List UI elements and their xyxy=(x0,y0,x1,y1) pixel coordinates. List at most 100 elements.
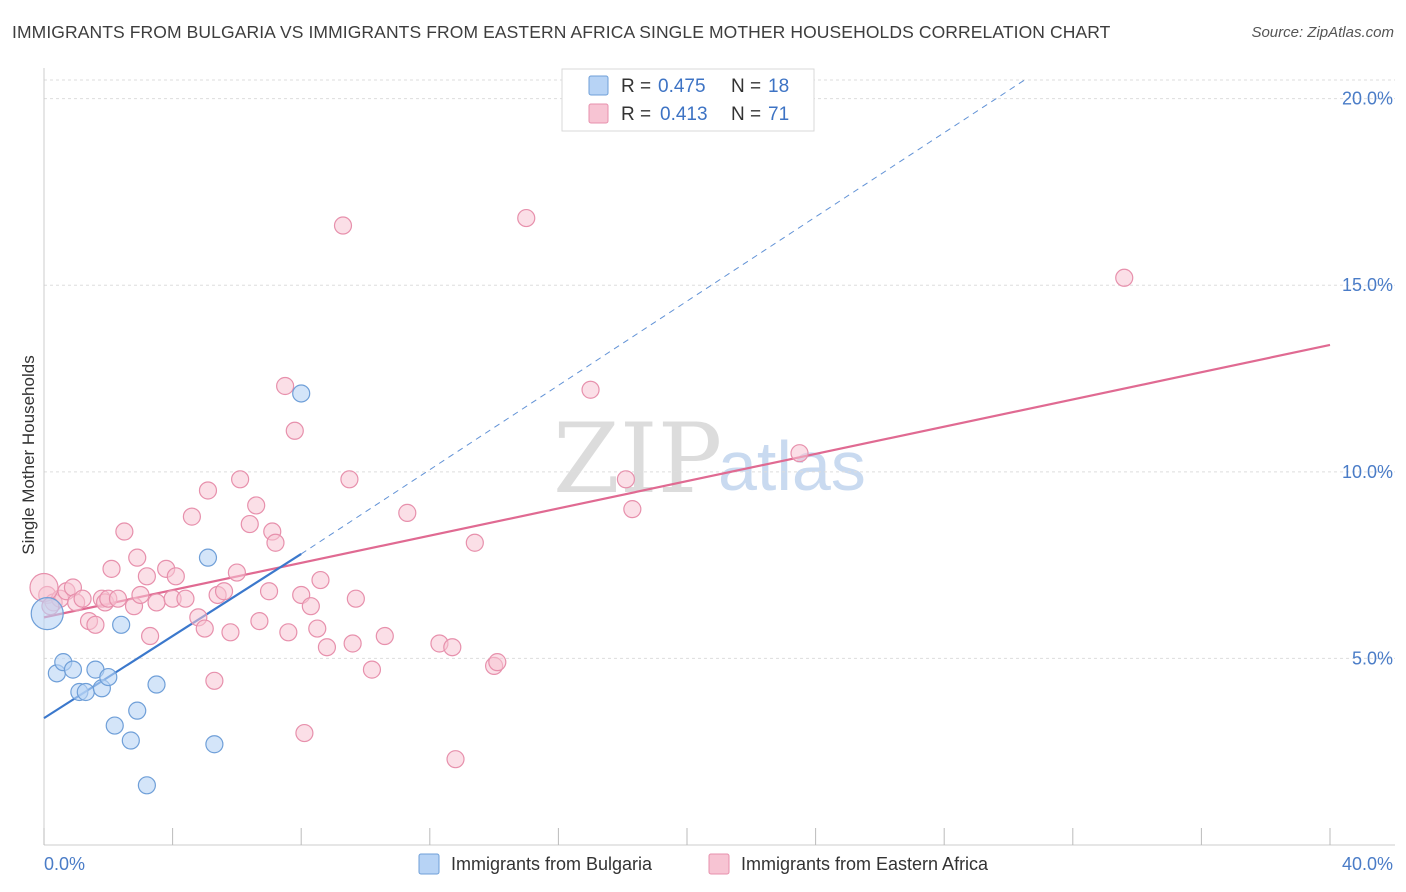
bottom-legend-swatch-bulgaria xyxy=(418,853,440,875)
data-point-eastern-africa xyxy=(115,522,134,541)
trend-line-bulgaria-extrapolated xyxy=(300,79,1025,555)
legend-n-value: 18 xyxy=(768,76,789,97)
data-point-eastern-africa xyxy=(195,619,214,638)
data-point-eastern-africa xyxy=(443,638,462,657)
data-point-eastern-africa xyxy=(295,723,314,743)
y-tick-label: 5.0% xyxy=(1352,648,1393,668)
legend: R = 0.475 N = 18 R = 0.413 N = 71 xyxy=(561,68,815,132)
data-point-eastern-africa xyxy=(790,444,809,463)
data-point-bulgaria xyxy=(147,675,166,694)
data-point-bulgaria xyxy=(128,701,147,720)
data-point-eastern-africa xyxy=(147,593,166,612)
y-tick-label: 10.0% xyxy=(1342,462,1393,482)
watermark: ZIP atlas xyxy=(553,403,866,515)
data-point-bulgaria xyxy=(198,548,218,567)
data-point-eastern-africa xyxy=(259,582,279,601)
data-point-eastern-africa xyxy=(285,421,304,440)
legend-r-label: R = xyxy=(621,76,651,97)
legend-n-label: N = xyxy=(731,104,761,125)
legend-n-label: N = xyxy=(731,76,761,97)
data-point-eastern-africa xyxy=(623,500,642,519)
data-point-eastern-africa xyxy=(73,589,92,608)
data-point-eastern-africa xyxy=(108,589,128,608)
x-tick-label: 0.0% xyxy=(44,854,85,874)
data-point-eastern-africa xyxy=(166,567,185,586)
data-point-eastern-africa xyxy=(198,481,218,500)
data-point-eastern-africa xyxy=(128,548,147,567)
data-point-bulgaria xyxy=(30,597,64,631)
data-point-eastern-africa xyxy=(266,533,285,552)
data-point-eastern-africa xyxy=(140,626,160,646)
trend-line-eastern-africa xyxy=(43,343,1331,619)
data-point-bulgaria xyxy=(76,682,95,702)
gridlines xyxy=(44,79,1395,659)
legend-n-value: 71 xyxy=(768,104,789,125)
watermark-zip: ZIP xyxy=(553,403,722,515)
data-point-eastern-africa xyxy=(317,638,337,657)
axes xyxy=(43,68,1395,846)
data-point-eastern-africa xyxy=(340,470,359,489)
legend-swatch-eastern-africa xyxy=(588,103,609,124)
data-point-bulgaria xyxy=(121,731,140,750)
data-point-eastern-africa xyxy=(398,503,417,522)
series-bulgaria xyxy=(30,384,311,795)
data-point-eastern-africa xyxy=(311,570,330,590)
data-point-eastern-africa xyxy=(343,634,362,653)
data-point-eastern-africa xyxy=(301,597,320,616)
trend-lines xyxy=(43,79,1331,720)
data-point-eastern-africa xyxy=(488,653,507,672)
bottom-legend-label: Immigrants from Bulgaria xyxy=(451,854,653,874)
data-point-bulgaria xyxy=(137,776,156,795)
tick-labels: 5.0% 10.0% 15.0% 20.0% 0.0% 40.0% xyxy=(44,89,1393,874)
data-point-eastern-africa xyxy=(205,671,224,690)
data-point-eastern-africa xyxy=(333,216,353,235)
data-point-eastern-africa xyxy=(446,750,465,769)
data-point-bulgaria xyxy=(292,384,311,403)
series-eastern-africa xyxy=(29,208,1134,769)
data-point-eastern-africa xyxy=(465,533,484,552)
data-point-eastern-africa xyxy=(308,619,327,638)
data-point-eastern-africa xyxy=(581,380,600,399)
data-point-bulgaria xyxy=(112,615,131,634)
data-point-eastern-africa xyxy=(247,496,266,515)
data-point-eastern-africa xyxy=(616,470,636,489)
data-point-eastern-africa xyxy=(176,589,195,608)
data-point-eastern-africa xyxy=(131,585,150,605)
x-tick-label: 40.0% xyxy=(1342,854,1393,874)
y-tick-label: 20.0% xyxy=(1342,89,1393,109)
data-point-eastern-africa xyxy=(279,623,298,642)
data-point-eastern-africa xyxy=(362,660,382,679)
data-point-eastern-africa xyxy=(29,572,59,603)
data-point-eastern-africa xyxy=(346,589,365,608)
data-point-bulgaria xyxy=(205,735,224,754)
data-point-eastern-africa xyxy=(517,208,536,228)
data-point-eastern-africa xyxy=(214,582,234,601)
chart-title: IMMIGRANTS FROM BULGARIA VS IMMIGRANTS F… xyxy=(12,22,1111,42)
bottom-legend-swatch-eastern-africa xyxy=(708,853,730,875)
y-axis-label: Single Mother Households xyxy=(19,355,38,554)
y-tick-label: 15.0% xyxy=(1342,275,1393,295)
data-point-eastern-africa xyxy=(137,567,156,586)
data-point-eastern-africa xyxy=(250,611,269,631)
data-point-bulgaria xyxy=(63,660,83,679)
data-point-eastern-africa xyxy=(240,514,259,534)
bottom-legend: Immigrants from Bulgaria Immigrants from… xyxy=(418,853,989,875)
legend-r-label: R = xyxy=(621,104,651,125)
data-point-eastern-africa xyxy=(276,376,295,396)
source-credit: Source: ZipAtlas.com xyxy=(1251,24,1394,41)
data-point-eastern-africa xyxy=(182,507,201,526)
legend-swatch-bulgaria xyxy=(588,75,609,96)
legend-r-value: 0.413 xyxy=(660,104,708,125)
data-point-eastern-africa xyxy=(227,563,246,582)
data-point-eastern-africa xyxy=(375,626,394,646)
data-point-bulgaria xyxy=(105,716,124,735)
bottom-legend-label: Immigrants from Eastern Africa xyxy=(741,854,989,874)
data-point-bulgaria xyxy=(99,667,118,687)
data-point-eastern-africa xyxy=(221,623,240,642)
data-point-eastern-africa xyxy=(86,615,105,634)
watermark-atlas: atlas xyxy=(718,427,866,505)
legend-r-value: 0.475 xyxy=(658,76,706,97)
data-point-eastern-africa xyxy=(1115,268,1134,287)
data-point-eastern-africa xyxy=(231,470,250,489)
